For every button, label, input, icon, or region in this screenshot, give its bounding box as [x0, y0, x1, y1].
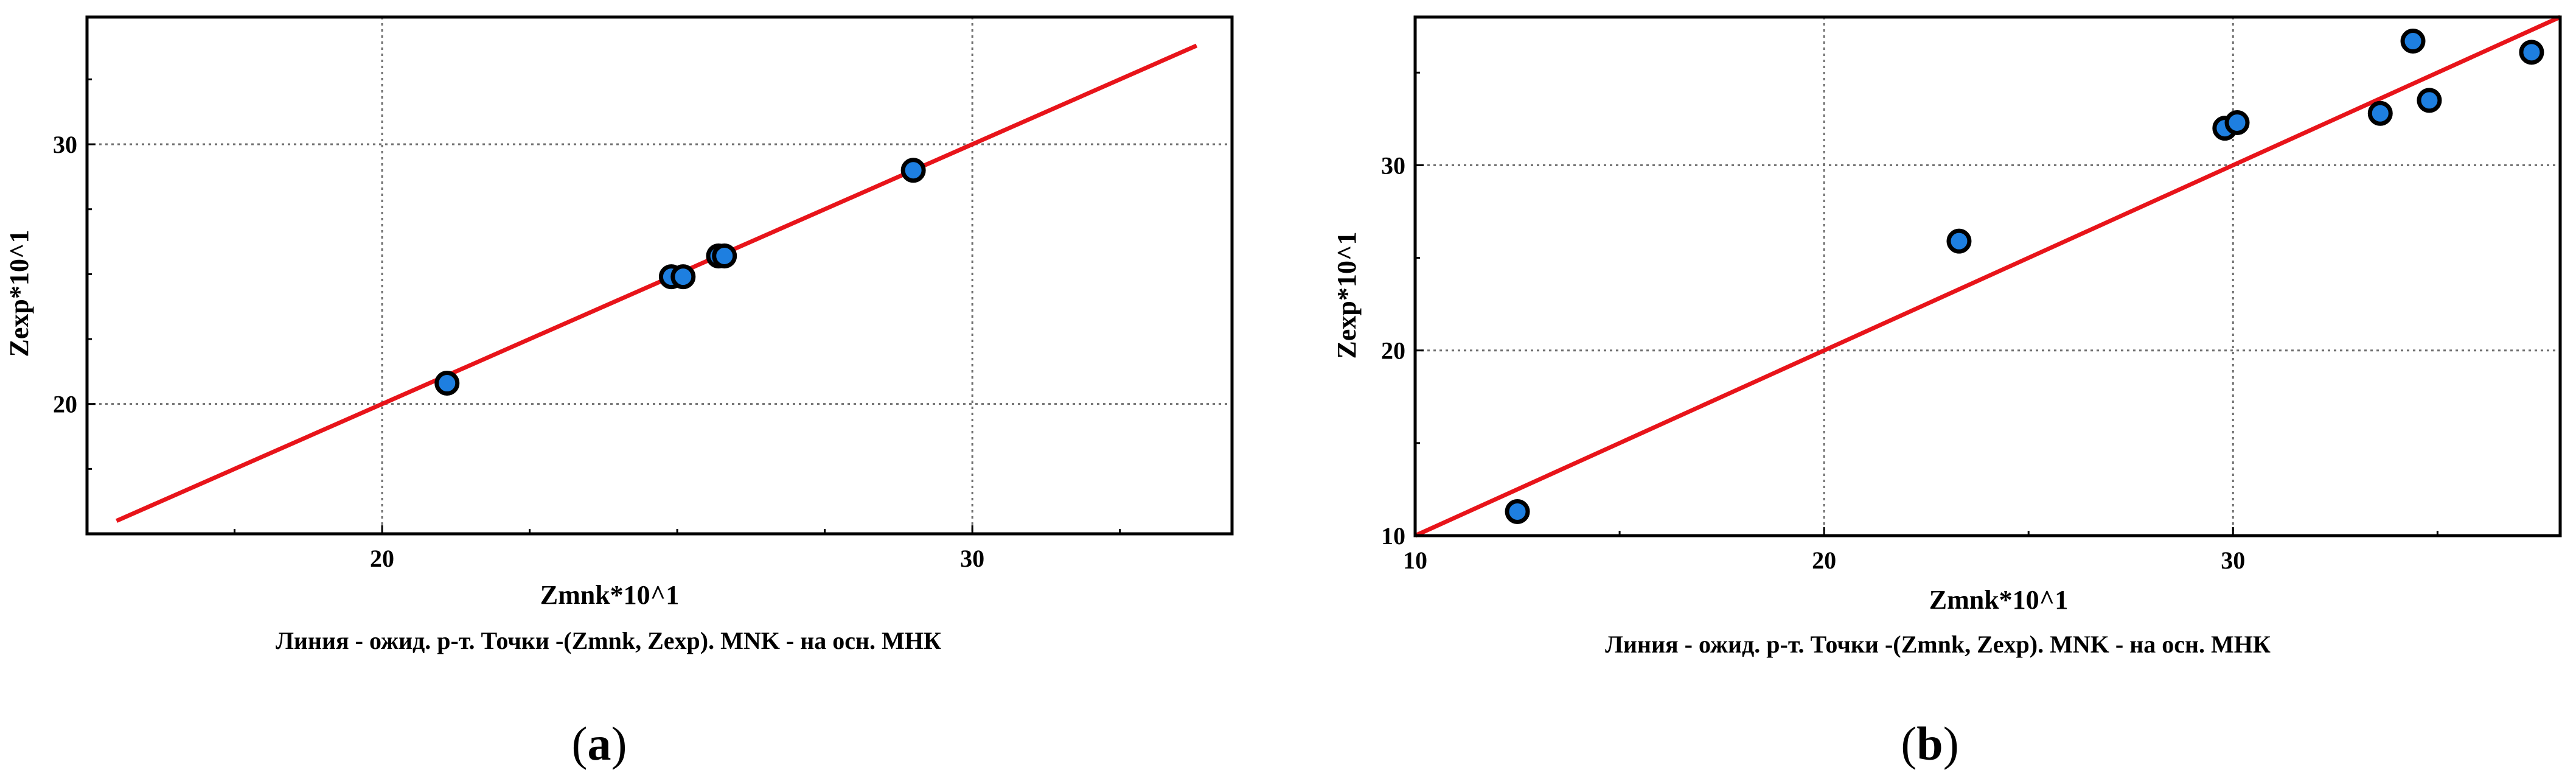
y-tick-label: 20	[1381, 337, 1405, 365]
x-axis-title: Zmnk*10^1	[1929, 585, 2069, 615]
chart-panel-a: 20 30 20 30 Zmnk*10^1 Zexp*10^1 Линия - …	[4, 15, 1234, 770]
data-point	[2417, 88, 2442, 113]
y-tick-label: 20	[53, 391, 77, 418]
plot-frame	[1413, 15, 2562, 537]
y-axis-title: Zexp*10^1	[1332, 232, 1362, 359]
caption: Линия - ожид. р-т. Точки -(Zmnk, Zexp). …	[276, 627, 941, 654]
grid-lines	[1415, 17, 2560, 536]
x-tick-label: 30	[2221, 547, 2245, 574]
panel-label: (b)	[1901, 717, 1958, 770]
chart-panel-b: 10 20 30 10 20 30 Zmnk*10^1 Zexp*10^1 Ли…	[1332, 15, 2562, 770]
x-tick-label: 20	[370, 545, 394, 572]
data-points	[1505, 29, 2544, 524]
y-tick-labels: 10 20 30	[1381, 152, 1405, 550]
data-point	[1505, 499, 1530, 524]
y-axis-title: Zexp*10^1	[4, 230, 34, 357]
x-tick-label: 10	[1403, 547, 1427, 574]
data-point	[712, 243, 737, 269]
plot-frame	[85, 15, 1234, 536]
data-point	[1946, 228, 1972, 254]
x-tick-labels: 10 20 30	[1403, 547, 2245, 574]
data-point	[2400, 29, 2426, 54]
x-tick-label: 30	[960, 545, 984, 572]
panel-label: (a)	[572, 717, 627, 770]
caption: Линия - ожид. р-т. Точки -(Zmnk, Zexp). …	[1605, 631, 2271, 658]
data-point	[670, 264, 696, 290]
data-point	[900, 158, 926, 183]
panel-label-letter: b	[1916, 717, 1943, 770]
y-tick-label: 30	[53, 131, 77, 158]
x-axis-title: Zmnk*10^1	[540, 580, 680, 610]
data-point	[434, 371, 460, 396]
x-tick-label: 20	[1812, 547, 1836, 574]
data-point	[2519, 40, 2544, 65]
data-point	[2224, 110, 2250, 135]
data-points	[434, 158, 926, 396]
x-tick-labels: 20 30	[370, 545, 984, 572]
expected-line	[1414, 15, 2561, 538]
panel-label-letter: a	[588, 717, 611, 770]
y-tick-label: 30	[1381, 152, 1405, 179]
data-point	[2367, 100, 2393, 126]
y-tick-labels: 20 30	[53, 131, 77, 418]
y-tick-label: 10	[1381, 522, 1405, 550]
expected-line	[116, 43, 1198, 523]
grid-lines	[87, 17, 1232, 534]
